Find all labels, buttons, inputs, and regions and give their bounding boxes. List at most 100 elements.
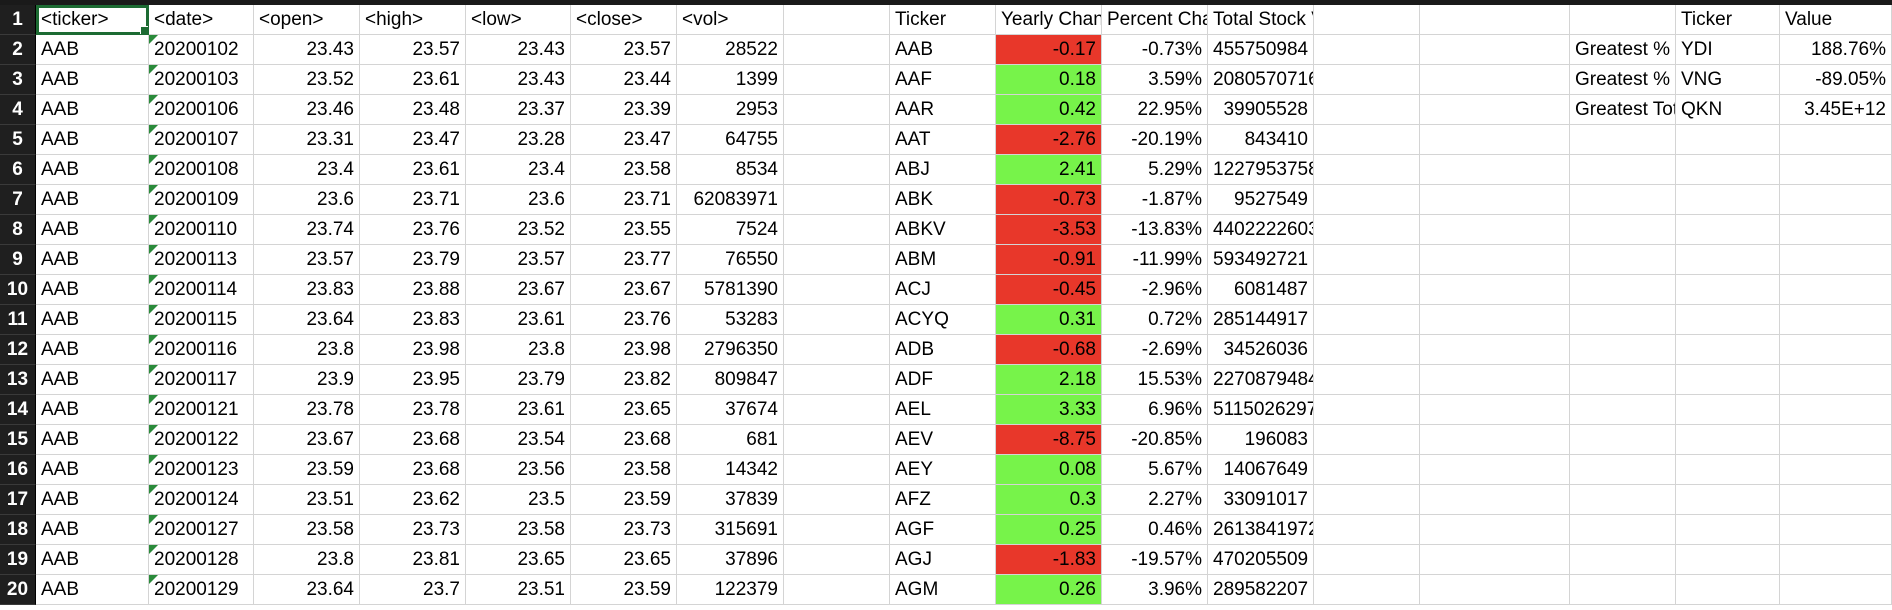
row-header[interactable]: 4: [0, 95, 36, 125]
cell-B5[interactable]: 20200107: [149, 125, 254, 155]
cell-B16[interactable]: 20200123: [149, 455, 254, 485]
cell-B1[interactable]: <date>: [149, 5, 254, 35]
cell-E8[interactable]: 23.52: [466, 215, 571, 245]
cell-H10[interactable]: [784, 275, 890, 305]
cell-H15[interactable]: [784, 425, 890, 455]
cell-J12[interactable]: -0.68: [996, 335, 1102, 365]
cell-H17[interactable]: [784, 485, 890, 515]
cell-C11[interactable]: 23.64: [254, 305, 360, 335]
cell-N12[interactable]: [1420, 335, 1570, 365]
cell-F14[interactable]: 23.65: [571, 395, 677, 425]
cell-L1[interactable]: Total Stock Volume: [1208, 5, 1314, 35]
cell-E15[interactable]: 23.54: [466, 425, 571, 455]
cell-N15[interactable]: [1420, 425, 1570, 455]
cell-Q10[interactable]: [1780, 275, 1892, 305]
cell-E3[interactable]: 23.43: [466, 65, 571, 95]
cell-B9[interactable]: 20200113: [149, 245, 254, 275]
cell-N4[interactable]: [1420, 95, 1570, 125]
cell-I5[interactable]: AAT: [890, 125, 996, 155]
cell-M2[interactable]: [1314, 35, 1420, 65]
cell-P14[interactable]: [1676, 395, 1780, 425]
cell-C15[interactable]: 23.67: [254, 425, 360, 455]
cell-L20[interactable]: 289582207: [1208, 575, 1314, 605]
cell-A1[interactable]: <ticker>: [36, 5, 149, 35]
cell-O3[interactable]: Greatest % Decrease: [1570, 65, 1676, 95]
cell-O6[interactable]: [1570, 155, 1676, 185]
cell-P20[interactable]: [1676, 575, 1780, 605]
cell-H20[interactable]: [784, 575, 890, 605]
cell-F5[interactable]: 23.47: [571, 125, 677, 155]
cell-F17[interactable]: 23.59: [571, 485, 677, 515]
cell-A15[interactable]: AAB: [36, 425, 149, 455]
cell-C4[interactable]: 23.46: [254, 95, 360, 125]
cell-K17[interactable]: 2.27%: [1102, 485, 1208, 515]
cell-I9[interactable]: ABM: [890, 245, 996, 275]
cell-B8[interactable]: 20200110: [149, 215, 254, 245]
cell-I2[interactable]: AAB: [890, 35, 996, 65]
cell-M6[interactable]: [1314, 155, 1420, 185]
cell-L6[interactable]: 1227953758: [1208, 155, 1314, 185]
cell-H3[interactable]: [784, 65, 890, 95]
row-header[interactable]: 18: [0, 515, 36, 545]
cell-O11[interactable]: [1570, 305, 1676, 335]
cell-N1[interactable]: [1420, 5, 1570, 35]
cell-H11[interactable]: [784, 305, 890, 335]
cell-I3[interactable]: AAF: [890, 65, 996, 95]
cell-Q5[interactable]: [1780, 125, 1892, 155]
cell-E2[interactable]: 23.43: [466, 35, 571, 65]
row-header[interactable]: 19: [0, 545, 36, 575]
cell-Q6[interactable]: [1780, 155, 1892, 185]
cell-M18[interactable]: [1314, 515, 1420, 545]
cell-G19[interactable]: 37896: [677, 545, 784, 575]
cell-C8[interactable]: 23.74: [254, 215, 360, 245]
cell-G20[interactable]: 122379: [677, 575, 784, 605]
cell-J7[interactable]: -0.73: [996, 185, 1102, 215]
cell-C10[interactable]: 23.83: [254, 275, 360, 305]
cell-H6[interactable]: [784, 155, 890, 185]
cell-K12[interactable]: -2.69%: [1102, 335, 1208, 365]
cell-P4[interactable]: QKN: [1676, 95, 1780, 125]
cell-G8[interactable]: 7524: [677, 215, 784, 245]
cell-O12[interactable]: [1570, 335, 1676, 365]
cell-P3[interactable]: VNG: [1676, 65, 1780, 95]
row-header[interactable]: 7: [0, 185, 36, 215]
cell-K11[interactable]: 0.72%: [1102, 305, 1208, 335]
cell-J15[interactable]: -8.75: [996, 425, 1102, 455]
cell-M20[interactable]: [1314, 575, 1420, 605]
cell-I4[interactable]: AAR: [890, 95, 996, 125]
cell-I12[interactable]: ADB: [890, 335, 996, 365]
cell-L3[interactable]: 2080570716: [1208, 65, 1314, 95]
cell-O1[interactable]: [1570, 5, 1676, 35]
cell-O14[interactable]: [1570, 395, 1676, 425]
cell-L17[interactable]: 33091017: [1208, 485, 1314, 515]
row-header[interactable]: 1: [0, 5, 36, 35]
cell-E16[interactable]: 23.56: [466, 455, 571, 485]
cell-I8[interactable]: ABKV: [890, 215, 996, 245]
cell-L5[interactable]: 843410: [1208, 125, 1314, 155]
cell-A4[interactable]: AAB: [36, 95, 149, 125]
cell-H18[interactable]: [784, 515, 890, 545]
row-header[interactable]: 8: [0, 215, 36, 245]
cell-N10[interactable]: [1420, 275, 1570, 305]
cell-B11[interactable]: 20200115: [149, 305, 254, 335]
cell-F19[interactable]: 23.65: [571, 545, 677, 575]
cell-D10[interactable]: 23.88: [360, 275, 466, 305]
cell-L15[interactable]: 196083: [1208, 425, 1314, 455]
cell-E6[interactable]: 23.4: [466, 155, 571, 185]
cell-L16[interactable]: 14067649: [1208, 455, 1314, 485]
cell-H9[interactable]: [784, 245, 890, 275]
cell-A2[interactable]: AAB: [36, 35, 149, 65]
cell-A11[interactable]: AAB: [36, 305, 149, 335]
cell-C17[interactable]: 23.51: [254, 485, 360, 515]
cell-P2[interactable]: YDI: [1676, 35, 1780, 65]
cell-L10[interactable]: 6081487: [1208, 275, 1314, 305]
cell-A17[interactable]: AAB: [36, 485, 149, 515]
cell-L13[interactable]: 22708794844: [1208, 365, 1314, 395]
cell-K14[interactable]: 6.96%: [1102, 395, 1208, 425]
cell-P6[interactable]: [1676, 155, 1780, 185]
cell-K15[interactable]: -20.85%: [1102, 425, 1208, 455]
cell-K10[interactable]: -2.96%: [1102, 275, 1208, 305]
cell-I6[interactable]: ABJ: [890, 155, 996, 185]
cell-N19[interactable]: [1420, 545, 1570, 575]
cell-A18[interactable]: AAB: [36, 515, 149, 545]
